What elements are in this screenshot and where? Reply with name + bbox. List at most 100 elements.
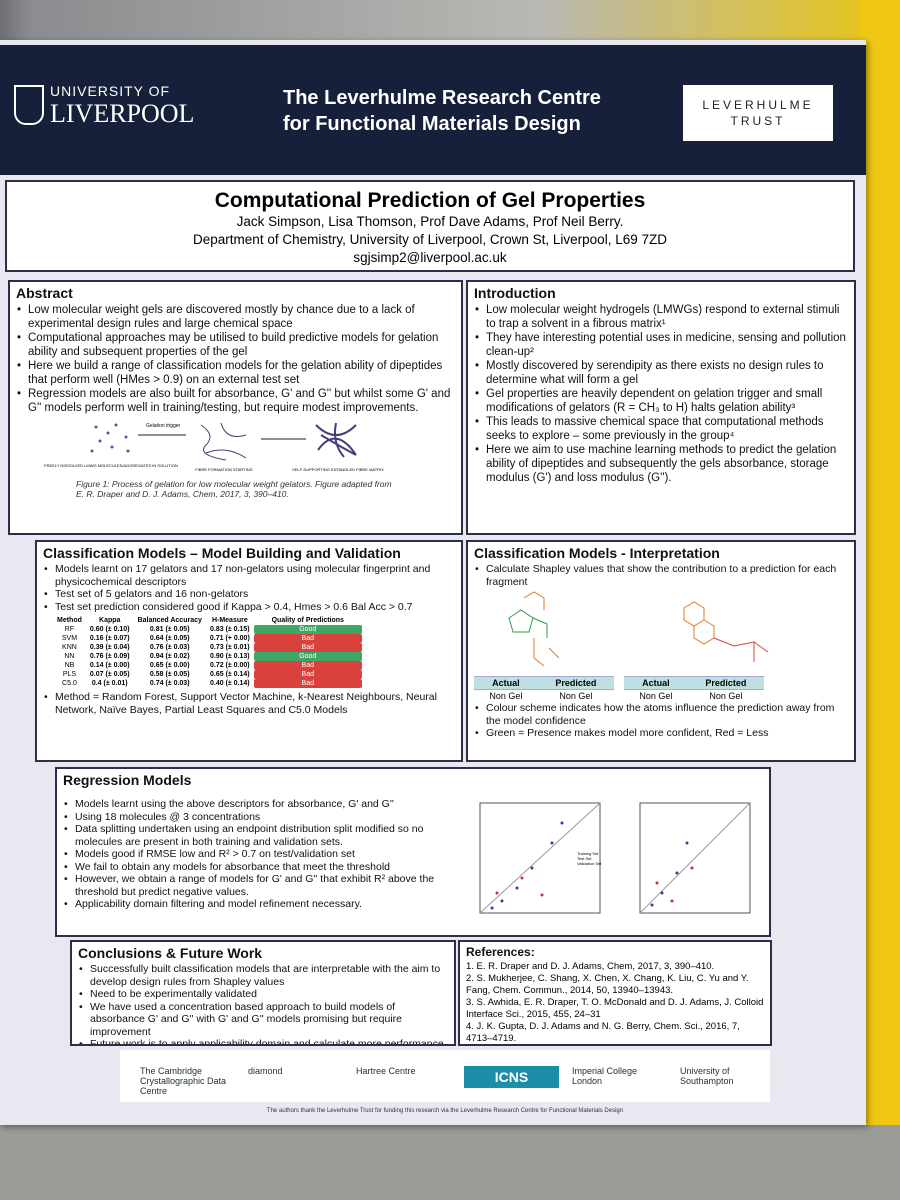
table-cell: Actual [624,676,688,690]
table-cell: Actual [474,676,538,690]
classification-panel: Classification Models – Model Building a… [35,540,463,762]
table-row: KNN 0.39 (± 0.04) 0.76 (± 0.03) 0.73 (± 0.0… [53,643,362,652]
logo: ICNS [464,1066,559,1088]
section-heading: References: [466,945,535,959]
table-cell: 0.40 (± 0.14) [210,680,250,687]
trust-line: LEVERHULME [702,98,814,112]
bullet: However, we obtain a range of models for… [63,873,443,898]
gelation-figure: Gelation trigger FREELY DISSOLVED LMWG M… [44,422,384,472]
table-cell: Non Gel [624,689,688,702]
bullet: Method = Random Forest, Support Vector M… [43,691,455,716]
crest [14,85,44,125]
plot-frame [639,802,751,914]
molecule [683,601,715,645]
table-cell: 0.64 (± 0.05) [149,635,190,642]
bullet: Here we build a range of classification … [16,359,455,387]
bullet: They have interesting potential uses in … [474,331,848,359]
table-cell: Predicted [537,676,614,690]
centre-name: The Leverhulme Research Centre for Functi… [283,85,601,137]
wall [860,0,900,1200]
table-cell: 0.72 (± 0.00) [210,662,250,669]
bullet: Regression models are also built for abs… [16,387,455,415]
table-row: Non Gel Non Gel [624,689,764,702]
section-heading: Conclusions & Future Work [78,945,263,961]
molecule-figures [508,591,769,667]
conclusions-panel: Conclusions & Future Work Successfully b… [70,940,456,1046]
logo: diamond [248,1066,283,1076]
centre-line: The Leverhulme Research Centre [283,87,601,109]
fibre-matrix [315,422,357,458]
section-heading: Regression Models [63,772,192,788]
bullet: Calculate Shapley values that show the c… [474,563,848,588]
figure-label: FIBRE FORMATION STARTING [195,467,253,472]
table-cell: Predicted [687,676,764,690]
table-cell: 0.76 (± 0.09) [89,653,130,660]
references-panel: References: 1. E. R. Draper and D. J. Ad… [458,940,772,1046]
introduction-panel: Introduction Low molecular weight hydrog… [466,280,856,535]
bullet: Mostly discovered by serendipity as ther… [474,359,848,387]
title-block: Computational Prediction of Gel Properti… [5,180,855,272]
table-cell: 0.71 (+ 0.00) [209,635,250,642]
table-cell: Good [253,652,362,661]
acknowledgement: The authors thank the Leverhulme Trust f… [266,1108,624,1114]
table-cell: 0.4 (± 0.01) [91,680,128,687]
bullet: Need to be experimentally validated [78,988,448,1001]
bullet: Models learnt on 17 gelators and 17 non-… [43,563,455,588]
bullet: Successfully built classification models… [78,963,448,988]
bullet: Applicability domain filtering and model… [63,898,443,911]
bullet: This leads to massive chemical space tha… [474,415,848,443]
logo: The Cambridge Crystallographic Data Cent… [140,1066,227,1096]
bullet: Low molecular weight hydrogels (LMWGs) r… [474,303,848,331]
table-cell: C5.0 [62,680,77,687]
bullet: Gel properties are heavily dependent on … [474,387,848,415]
table-row: C5.0 0.4 (± 0.01) 0.74 (± 0.03) 0.40 (± 0.1… [53,679,362,688]
table-cell: Bad [253,670,362,679]
regression-panel: Regression Models Models learnt using th… [55,767,771,937]
column-header: Balanced Accuracy [137,617,202,624]
bullet: Models good if RMSE low and R² > 0.7 on … [63,848,443,861]
header-row: Method Kappa Balanced Accuracy H-Measure Qua… [53,616,362,625]
section-heading: Introduction [474,285,556,301]
figure-label: Gelation trigger [146,423,181,429]
section-heading: Classification Models – Model Building a… [43,545,401,561]
table-cell: Non Gel [537,689,614,702]
section-heading: Abstract [16,285,73,301]
bullet: Models learnt using the above descriptor… [63,798,443,811]
table-cell: Non Gel [474,689,538,702]
molecule [713,637,769,662]
bullet-list: Models learnt using the above descriptor… [63,798,443,911]
bullet-list: Successfully built classification models… [78,963,448,1044]
bullet-list: Method = Random Forest, Support Vector M… [43,691,455,716]
table-row: Actual Predicted [624,676,764,690]
section-heading: Classification Models - Interpretation [474,545,720,561]
plot-frame [479,802,601,914]
figure-label: SELF-SUPPORTING ENTANGLED FIBRE MATRIX [292,467,384,472]
table-cell: Good [253,625,362,634]
table-cell: 0.65 (± 0.00) [149,662,190,669]
table-cell: NN [64,653,75,660]
column-header: Kappa [99,617,121,624]
table-row: RF 0.60 (± 0.10) 0.81 (± 0.05) 0.83 (± 0.15… [53,625,362,634]
fibres [200,422,247,461]
bullet: Colour scheme indicates how the atoms in… [474,702,848,727]
centre-line: for Functional Materials Design [283,113,581,135]
table-cell: PLS [62,671,77,678]
table-cell: 0.74 (± 0.03) [149,680,190,687]
table-cell: 0.16 (± 0.07) [89,635,130,642]
molecule [523,591,560,667]
table-cell: 0.39 (± 0.04) [89,644,130,651]
interpretation-panel: Classification Models - Interpretation C… [466,540,856,762]
bullet-list: Calculate Shapley values that show the c… [474,563,848,588]
floor [0,1125,900,1200]
prediction-table: Actual Predicted Non Gel Non Gel [474,676,614,702]
table-row: Actual Predicted [474,676,614,690]
diagonal [479,802,601,914]
column-header: Method [57,617,82,624]
column-header: H-Measure [211,617,248,624]
legend-entry: Training Set [577,851,599,856]
results-table: Method Kappa Balanced Accuracy H-Measure Qua… [53,616,362,688]
table-cell: Bad [253,643,362,652]
table-cell: 0.76 (± 0.03) [149,644,190,651]
bullet-list: Low molecular weight gels are discovered… [16,303,455,415]
reference: 2. S. Mukherjee, C. Shang, X. Chen, X. C… [466,973,749,996]
